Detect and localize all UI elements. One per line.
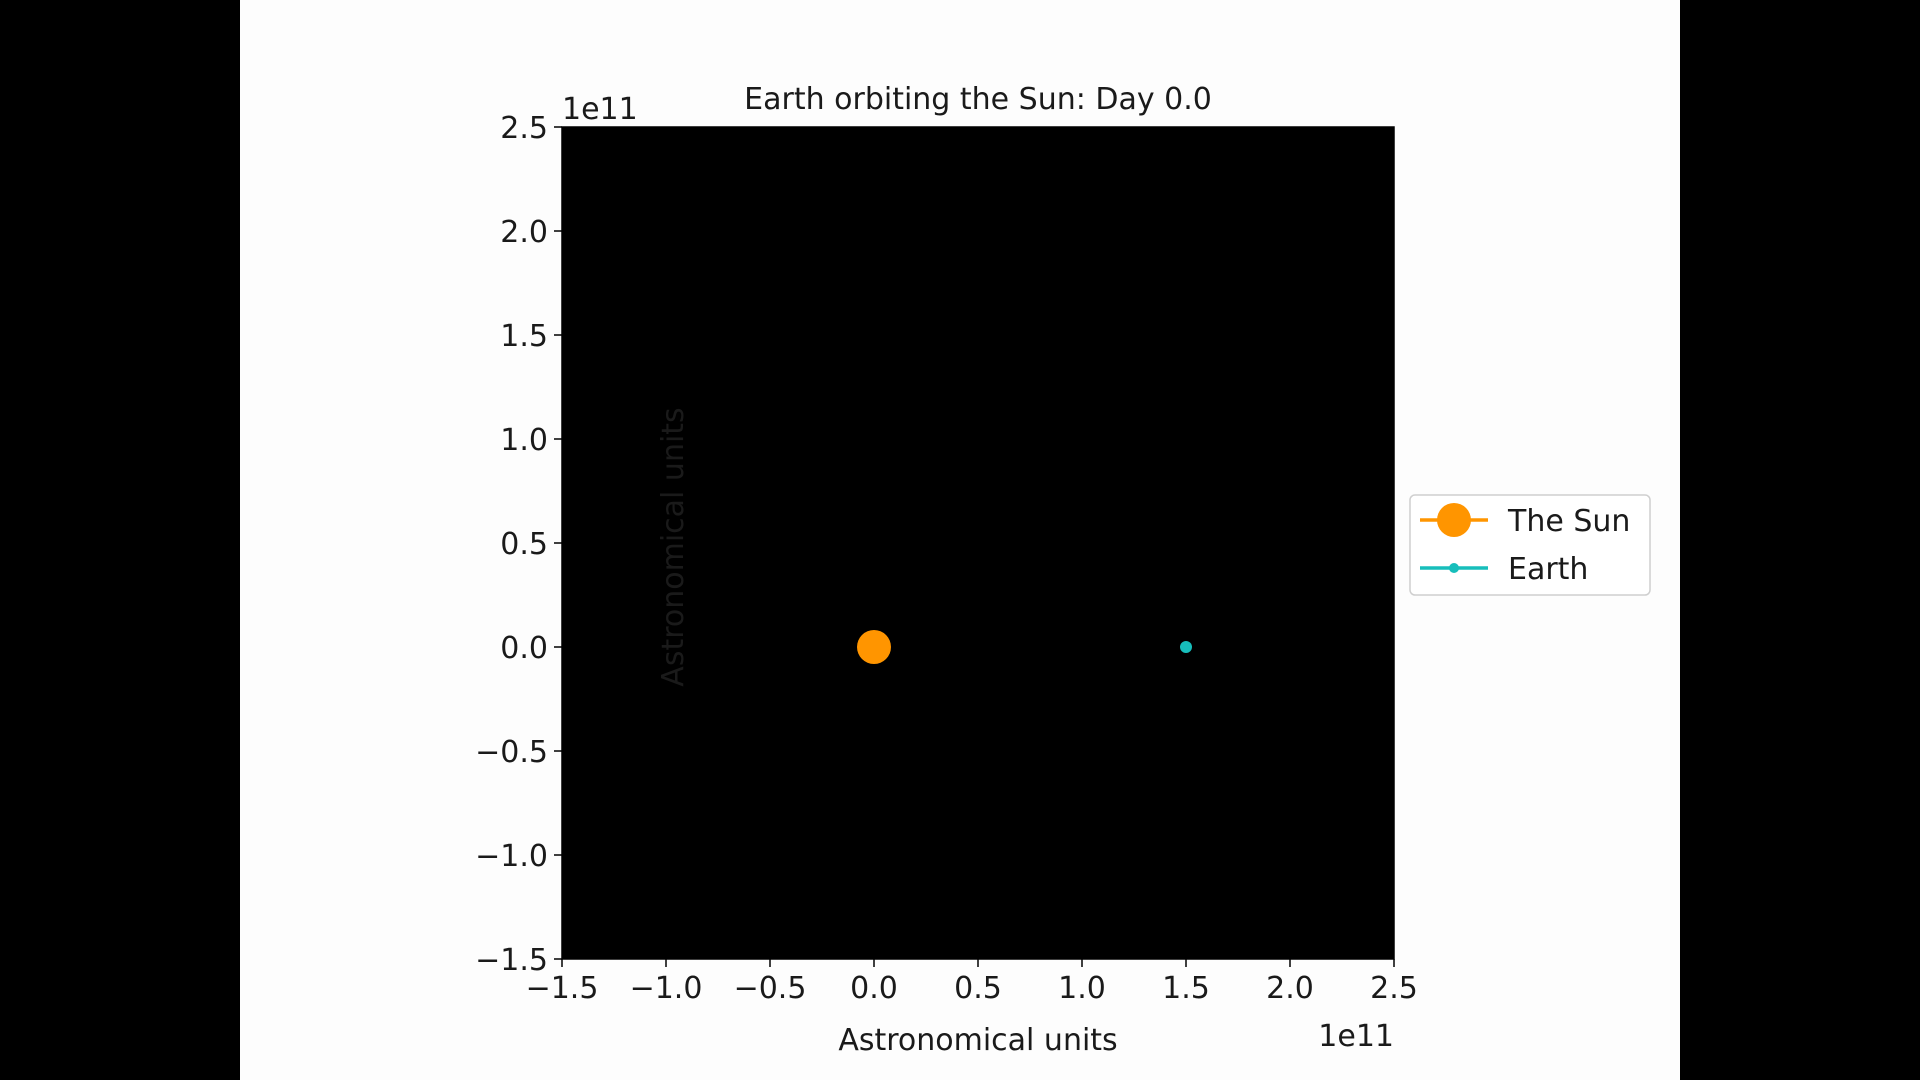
y-tick-label: 1.0: [500, 423, 548, 458]
y-tick-label: −1.5: [475, 943, 548, 978]
the-sun-marker: [857, 630, 891, 664]
x-offset-label: 1e11: [1318, 1019, 1394, 1054]
chart-title: Earth orbiting the Sun: Day 0.0: [744, 82, 1212, 117]
legend: The Sun Earth: [1409, 494, 1651, 596]
legend-label-earth: Earth: [1508, 552, 1588, 587]
legend-marker-earth: [1449, 563, 1459, 573]
y-offset-label: 1e11: [562, 92, 638, 127]
legend-marker-the-sun: [1437, 503, 1471, 537]
earth-marker: [1180, 641, 1192, 653]
figure-canvas: Earth orbiting the Sun: Day 0.0 −1.5 −1.0…: [240, 0, 1680, 1080]
x-tick-label: 0.0: [850, 971, 898, 1006]
x-tick-label: −1.0: [630, 971, 703, 1006]
y-tick-label: 2.5: [500, 111, 548, 146]
x-tick-label: 1.0: [1058, 971, 1106, 1006]
y-tick-label: 1.5: [500, 319, 548, 354]
x-tick-label: 1.5: [1162, 971, 1210, 1006]
y-tick-label: 2.0: [500, 215, 548, 250]
x-tick-label: −1.5: [526, 971, 599, 1006]
x-axis-label: Astronomical units: [838, 1023, 1117, 1058]
x-tick-label: −0.5: [734, 971, 807, 1006]
y-tick-label: 0.0: [500, 631, 548, 666]
y-tick-label: −0.5: [475, 735, 548, 770]
y-tick-label: 0.5: [500, 527, 548, 562]
y-tick-label: −1.0: [475, 839, 548, 874]
legend-label-the-sun: The Sun: [1507, 504, 1630, 539]
orbit-chart: Earth orbiting the Sun: Day 0.0 −1.5 −1.0…: [475, 82, 1651, 1058]
axes-frame: [561, 126, 1395, 960]
x-tick-label: 2.5: [1370, 971, 1418, 1006]
x-tick-label: 2.0: [1266, 971, 1314, 1006]
y-axis-label: Astronomical units: [656, 407, 691, 686]
plot-area: [562, 127, 1394, 959]
x-tick-label: 0.5: [954, 971, 1002, 1006]
